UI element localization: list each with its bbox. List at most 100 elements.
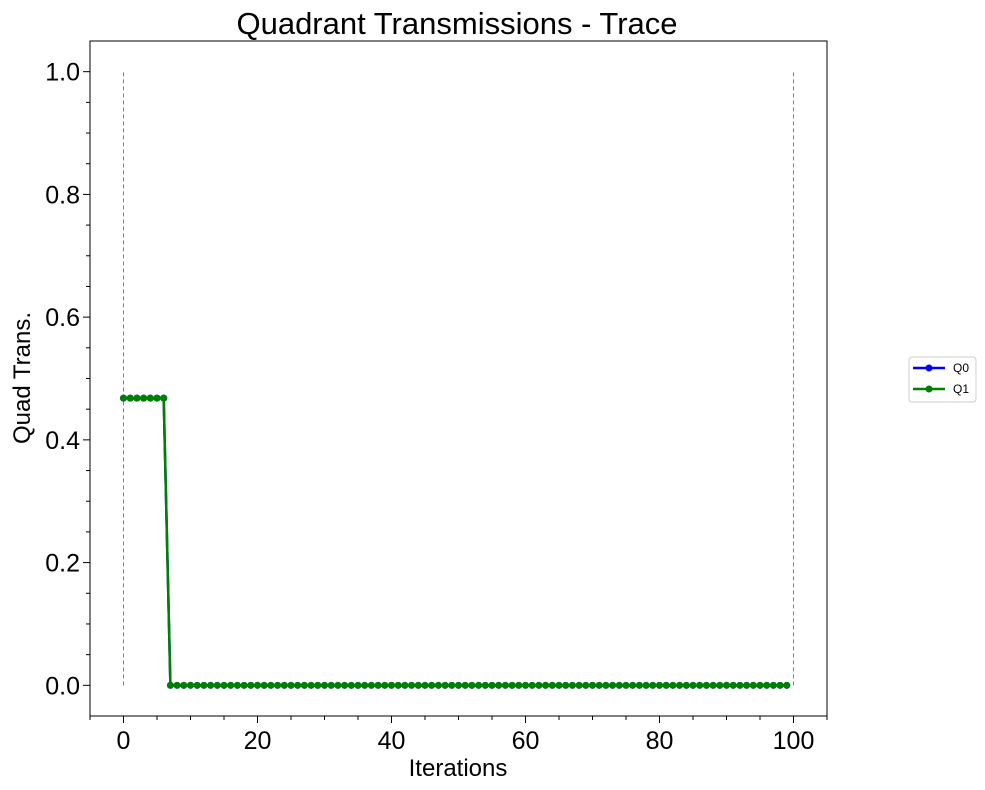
data-point [421, 681, 429, 689]
data-point [247, 681, 255, 689]
data-point [475, 681, 483, 689]
data-point [656, 681, 663, 689]
vertical-reference-lines [123, 71, 794, 686]
legend-label: Q0 [953, 361, 969, 375]
data-point [314, 681, 322, 689]
chart-title: Quadrant Transmissions - Trace [236, 6, 677, 41]
data-point [428, 681, 436, 689]
data-point [448, 681, 456, 689]
data-point [488, 681, 496, 689]
data-point [723, 681, 730, 689]
data-point [354, 681, 362, 689]
data-point [327, 681, 335, 689]
data-point [522, 681, 529, 689]
data-point [227, 681, 235, 689]
data-point [602, 681, 610, 689]
data-point [166, 681, 174, 689]
y-tick-label: 0.2 [45, 550, 80, 578]
data-point [341, 681, 349, 689]
data-point [702, 681, 710, 689]
x-tick-label: 100 [773, 727, 815, 755]
data-point [568, 681, 576, 689]
x-tick-label: 0 [117, 727, 131, 755]
data-point [347, 681, 355, 689]
data-point [274, 681, 282, 689]
data-point [361, 681, 369, 689]
y-tick-label: 0.0 [45, 672, 80, 700]
data-point [629, 681, 637, 689]
legend-item-q1: Q1 [913, 382, 969, 396]
data-point [260, 681, 268, 689]
data-point [153, 394, 161, 402]
data-point [749, 681, 757, 689]
data-point [609, 681, 617, 689]
data-point [642, 681, 650, 689]
data-point [146, 394, 154, 402]
data-point [501, 681, 509, 689]
data-point [307, 681, 315, 689]
y-tick-label: 0.4 [45, 427, 80, 455]
data-point [401, 681, 409, 689]
x-tick-label: 40 [378, 727, 406, 755]
data-point [200, 681, 208, 689]
data-point [267, 681, 275, 689]
data-point [595, 681, 603, 689]
data-point [173, 681, 181, 689]
data-point [321, 681, 328, 689]
data-point [682, 681, 690, 689]
data-point [669, 681, 677, 689]
data-point [233, 681, 241, 689]
data-point [300, 681, 308, 689]
data-point [441, 681, 449, 689]
data-point [542, 681, 550, 689]
data-point [622, 681, 630, 689]
y-axis-label: Quad Trans. [9, 312, 36, 444]
data-point [414, 681, 422, 689]
data-point [783, 681, 791, 689]
data-point [716, 681, 724, 689]
data-point [615, 681, 623, 689]
data-point [240, 681, 248, 689]
data-point [455, 681, 462, 689]
y-tick-label: 0.6 [45, 304, 80, 332]
data-point [193, 681, 201, 689]
y-axis-ticks: 0.0 0.2 0.4 0.6 0.8 1.0 [45, 59, 90, 700]
y-tick-label: 0.8 [45, 181, 80, 209]
data-point [756, 681, 764, 689]
data-point [696, 681, 704, 689]
data-point [548, 681, 556, 689]
data-point [582, 681, 590, 689]
data-point [689, 681, 697, 689]
legend-marker [925, 385, 933, 393]
data-point [535, 681, 543, 689]
series-line-q0 [123, 396, 787, 687]
data-point [394, 681, 402, 689]
data-point [180, 681, 188, 689]
data-point [126, 394, 134, 402]
data-point [220, 681, 228, 689]
data-point [481, 681, 489, 689]
data-point [334, 681, 342, 689]
data-point [254, 681, 261, 689]
data-point [575, 681, 583, 689]
x-axis-ticks: 0 20 40 60 80 100 [89, 716, 828, 755]
legend-item-q0: Q0 [913, 361, 969, 375]
x-tick-label: 80 [646, 727, 674, 755]
data-point [294, 681, 302, 689]
data-point [367, 681, 375, 689]
data-point [187, 681, 194, 689]
data-point [495, 681, 503, 689]
data-point [709, 681, 717, 689]
data-point [213, 681, 221, 689]
data-point [160, 394, 168, 402]
data-point [408, 681, 416, 689]
legend-marker [925, 364, 933, 372]
data-point [508, 681, 516, 689]
data-point [589, 681, 596, 689]
data-point [763, 681, 771, 689]
data-point [635, 681, 643, 689]
data-point [736, 681, 744, 689]
x-tick-label: 60 [512, 727, 540, 755]
series-q1 [120, 394, 791, 689]
